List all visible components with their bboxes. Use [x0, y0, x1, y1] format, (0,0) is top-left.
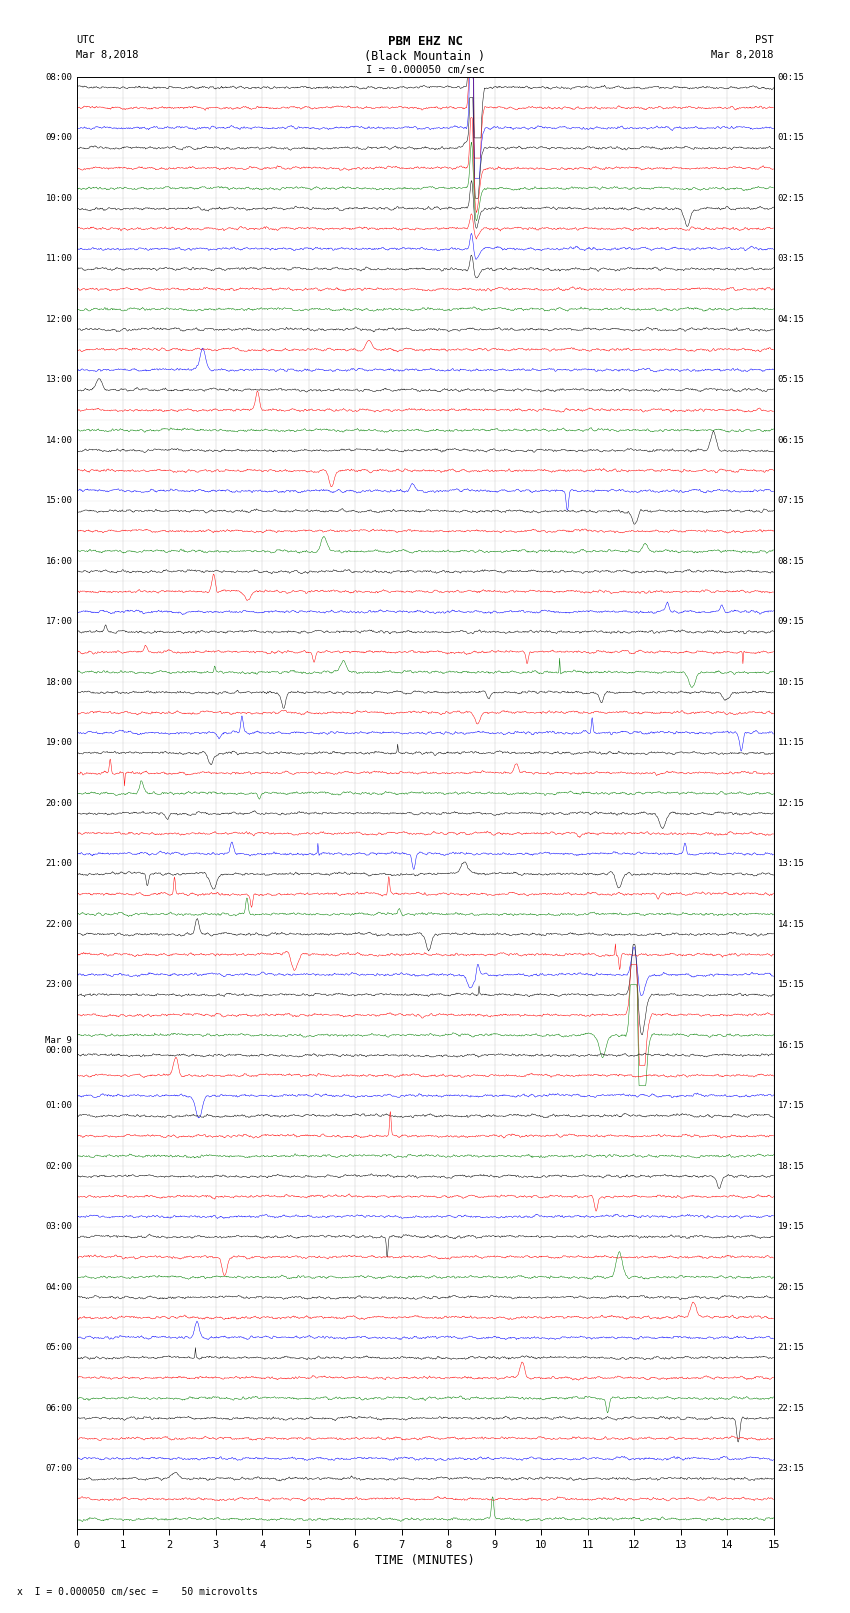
Text: Mar 8,2018: Mar 8,2018 — [711, 50, 774, 60]
Text: x  I = 0.000050 cm/sec =    50 microvolts: x I = 0.000050 cm/sec = 50 microvolts — [17, 1587, 258, 1597]
Text: 06:15: 06:15 — [778, 436, 805, 445]
Text: 13:15: 13:15 — [778, 860, 805, 868]
Text: 02:00: 02:00 — [45, 1161, 72, 1171]
Text: 10:00: 10:00 — [45, 194, 72, 203]
Text: 16:15: 16:15 — [778, 1040, 805, 1050]
Text: (Black Mountain ): (Black Mountain ) — [365, 50, 485, 63]
Text: 10:15: 10:15 — [778, 677, 805, 687]
Text: 21:15: 21:15 — [778, 1344, 805, 1352]
Text: 01:15: 01:15 — [778, 134, 805, 142]
Text: 23:00: 23:00 — [45, 981, 72, 989]
Text: 07:15: 07:15 — [778, 497, 805, 505]
Text: 06:00: 06:00 — [45, 1403, 72, 1413]
Text: 13:00: 13:00 — [45, 376, 72, 384]
Text: 20:00: 20:00 — [45, 798, 72, 808]
Text: 15:00: 15:00 — [45, 497, 72, 505]
Text: 07:00: 07:00 — [45, 1465, 72, 1473]
Text: I = 0.000050 cm/sec: I = 0.000050 cm/sec — [366, 65, 484, 74]
Text: 14:15: 14:15 — [778, 919, 805, 929]
Text: 05:15: 05:15 — [778, 376, 805, 384]
Text: Mar 8,2018: Mar 8,2018 — [76, 50, 139, 60]
Text: 04:00: 04:00 — [45, 1282, 72, 1292]
Text: 18:15: 18:15 — [778, 1161, 805, 1171]
Text: 01:00: 01:00 — [45, 1102, 72, 1110]
X-axis label: TIME (MINUTES): TIME (MINUTES) — [375, 1553, 475, 1566]
Text: 12:00: 12:00 — [45, 315, 72, 324]
Text: 20:15: 20:15 — [778, 1282, 805, 1292]
Text: 15:15: 15:15 — [778, 981, 805, 989]
Text: 09:15: 09:15 — [778, 618, 805, 626]
Text: 19:15: 19:15 — [778, 1223, 805, 1231]
Text: 18:00: 18:00 — [45, 677, 72, 687]
Text: 19:00: 19:00 — [45, 739, 72, 747]
Text: 05:00: 05:00 — [45, 1344, 72, 1352]
Text: 16:00: 16:00 — [45, 556, 72, 566]
Text: 17:00: 17:00 — [45, 618, 72, 626]
Text: 03:15: 03:15 — [778, 255, 805, 263]
Text: 17:15: 17:15 — [778, 1102, 805, 1110]
Text: 22:15: 22:15 — [778, 1403, 805, 1413]
Text: 11:00: 11:00 — [45, 255, 72, 263]
Text: UTC: UTC — [76, 35, 95, 45]
Text: 08:15: 08:15 — [778, 556, 805, 566]
Text: 11:15: 11:15 — [778, 739, 805, 747]
Text: 04:15: 04:15 — [778, 315, 805, 324]
Text: 02:15: 02:15 — [778, 194, 805, 203]
Text: Mar 9
00:00: Mar 9 00:00 — [45, 1036, 72, 1055]
Text: PST: PST — [755, 35, 774, 45]
Text: 00:15: 00:15 — [778, 73, 805, 82]
Text: PBM EHZ NC: PBM EHZ NC — [388, 35, 462, 48]
Text: 22:00: 22:00 — [45, 919, 72, 929]
Text: 23:15: 23:15 — [778, 1465, 805, 1473]
Text: 21:00: 21:00 — [45, 860, 72, 868]
Text: 03:00: 03:00 — [45, 1223, 72, 1231]
Text: 12:15: 12:15 — [778, 798, 805, 808]
Text: 08:00: 08:00 — [45, 73, 72, 82]
Text: 14:00: 14:00 — [45, 436, 72, 445]
Text: 09:00: 09:00 — [45, 134, 72, 142]
